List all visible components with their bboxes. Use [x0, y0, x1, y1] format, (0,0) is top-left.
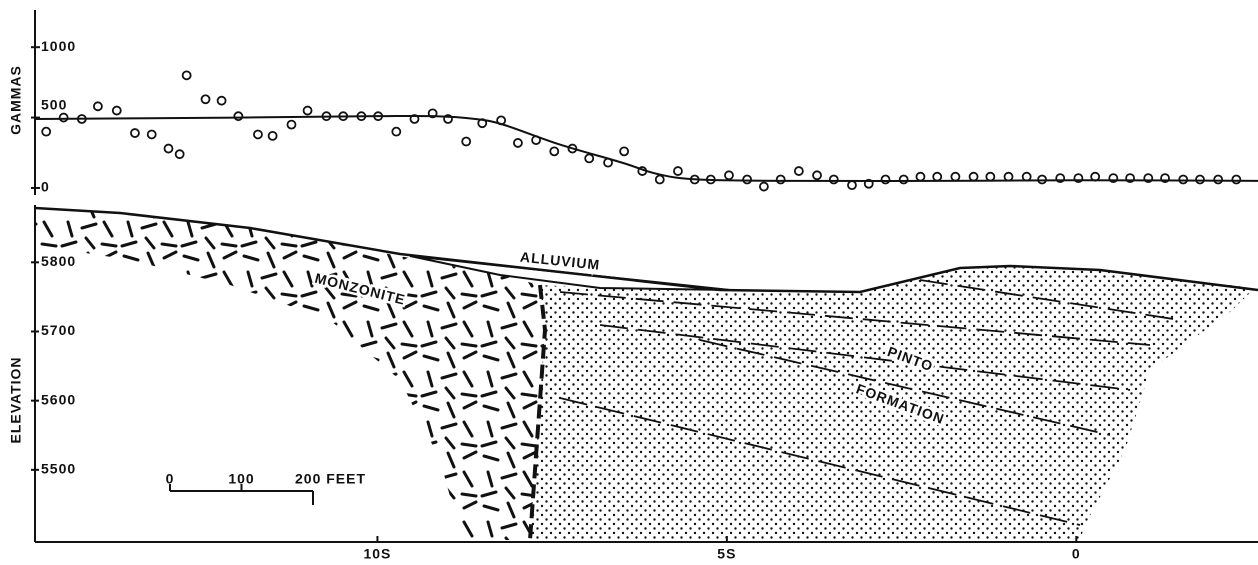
data-point	[830, 176, 838, 184]
data-point	[254, 130, 262, 138]
data-point	[392, 128, 400, 136]
data-point	[951, 173, 959, 181]
data-point	[462, 138, 470, 146]
data-point	[1232, 176, 1240, 184]
data-point	[882, 176, 890, 184]
data-point	[287, 121, 295, 129]
data-point	[113, 107, 121, 115]
y-tick-label: 1000	[41, 38, 76, 54]
data-point	[970, 173, 978, 181]
data-point	[743, 176, 751, 184]
trend-line	[35, 116, 1258, 181]
data-point	[164, 145, 172, 153]
data-point	[986, 173, 994, 181]
figure: 05001000GAMMAS580057005600550010S5S0ELEV…	[0, 0, 1258, 565]
data-point	[1214, 176, 1222, 184]
y-tick-label: 500	[41, 96, 67, 112]
data-point	[760, 183, 768, 191]
data-point	[777, 176, 785, 184]
data-point	[514, 139, 522, 147]
data-point	[269, 132, 277, 140]
data-point	[620, 147, 628, 155]
data-point	[148, 130, 156, 138]
scale-label: 100	[228, 471, 254, 487]
data-point	[674, 167, 682, 175]
data-point	[1196, 176, 1204, 184]
data-point	[218, 97, 226, 105]
scale-label: 0	[166, 471, 175, 487]
data-point	[304, 107, 312, 115]
data-point	[1179, 176, 1187, 184]
y-tick-label: 5800	[41, 253, 76, 269]
data-point	[60, 114, 68, 122]
y-tick-label: 5600	[41, 391, 76, 407]
data-point	[42, 128, 50, 136]
data-point	[131, 129, 139, 137]
data-point	[550, 147, 558, 155]
scale-label: 200 FEET	[295, 471, 366, 487]
y-tick-label: 5500	[41, 461, 76, 477]
data-point	[900, 176, 908, 184]
data-point	[1005, 173, 1013, 181]
y-tick-label: 0	[41, 179, 50, 195]
x-tick-label: 10S	[363, 546, 391, 562]
data-point	[183, 71, 191, 79]
y-axis-label: GAMMAS	[8, 65, 24, 135]
data-point	[933, 173, 941, 181]
data-point	[585, 154, 593, 162]
data-point	[202, 95, 210, 103]
y-tick-label: 5700	[41, 322, 76, 338]
data-point	[795, 167, 803, 175]
x-tick-label: 0	[1072, 546, 1081, 562]
data-point	[176, 150, 184, 158]
data-point	[234, 112, 242, 120]
data-point	[725, 171, 733, 179]
data-point	[813, 171, 821, 179]
data-point	[656, 176, 664, 184]
y-axis-label: ELEVATION	[8, 356, 24, 443]
data-point	[916, 173, 924, 181]
x-tick-label: 5S	[717, 546, 736, 562]
data-point	[94, 102, 102, 110]
data-point	[848, 181, 856, 189]
